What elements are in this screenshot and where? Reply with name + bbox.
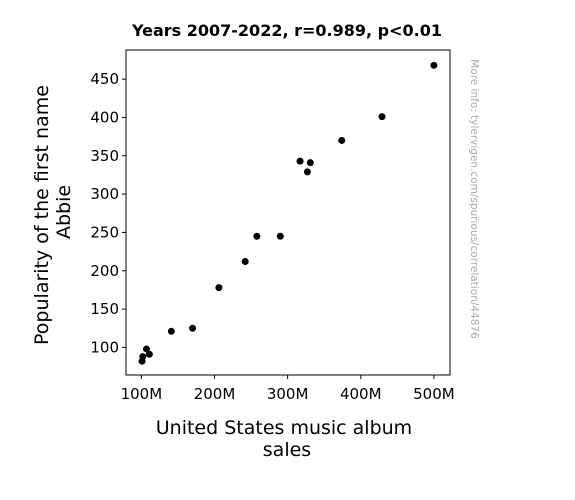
- data-point: [189, 324, 197, 332]
- y-tick-label: 200: [90, 262, 119, 280]
- y-tick-label: 150: [90, 300, 119, 318]
- y-axis-ticks: 100 150 200 250 300 350 400 450: [90, 70, 126, 356]
- y-tick-label: 100: [90, 338, 119, 356]
- data-point: [276, 232, 284, 240]
- data-point: [215, 284, 223, 292]
- data-point: [142, 345, 150, 353]
- y-axis-label: Popularity of the first name Abbie: [31, 79, 75, 345]
- y-tick-label: 300: [90, 185, 119, 203]
- x-axis-label: United States music album sales: [156, 417, 419, 461]
- watermark: More info: tylervigen.com/spurious/corre…: [468, 59, 480, 339]
- y-axis-label-line-2: Abbie: [53, 185, 75, 239]
- x-tick-label: 100M: [121, 385, 163, 403]
- y-tick-label: 250: [90, 223, 119, 241]
- y-tick-label: 450: [90, 70, 119, 88]
- data-point: [138, 357, 146, 365]
- data-point: [378, 113, 386, 121]
- data-point: [306, 159, 314, 167]
- data-point: [296, 157, 304, 165]
- plot-area: [125, 49, 451, 376]
- x-tick-label: 300M: [267, 385, 309, 403]
- x-tick-label: 500M: [413, 385, 455, 403]
- data-point: [430, 61, 438, 69]
- data-point: [303, 168, 311, 176]
- data-point: [253, 232, 261, 240]
- data-point: [241, 258, 249, 266]
- x-tick-label: 200M: [194, 385, 236, 403]
- y-tick-label: 400: [90, 108, 119, 126]
- data-point: [167, 327, 175, 335]
- data-point: [145, 350, 153, 358]
- chart-title: Years 2007-2022, r=0.989, p<0.01: [131, 21, 442, 40]
- x-axis-ticks: 100M 200M 300M 400M 500M: [121, 375, 455, 403]
- x-tick-label: 400M: [340, 385, 382, 403]
- x-axis-label-line-2: sales: [263, 439, 311, 461]
- data-points: [138, 61, 438, 365]
- y-axis-label-line-1: Popularity of the first name: [31, 85, 53, 345]
- y-tick-label: 350: [90, 147, 119, 165]
- data-point: [338, 136, 346, 144]
- x-axis-label-line-1: United States music album: [156, 417, 412, 439]
